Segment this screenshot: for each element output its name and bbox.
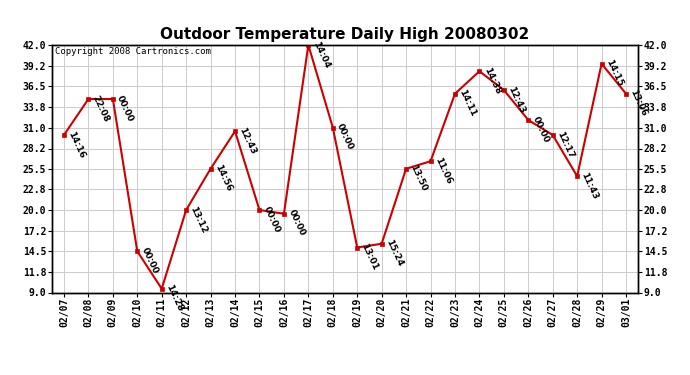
Text: 14:28: 14:28 bbox=[164, 284, 184, 313]
Text: 11:06: 11:06 bbox=[433, 156, 453, 186]
Text: 14:56: 14:56 bbox=[213, 164, 233, 193]
Text: 13:01: 13:01 bbox=[359, 242, 380, 272]
Text: 11:43: 11:43 bbox=[580, 171, 600, 201]
Title: Outdoor Temperature Daily High 20080302: Outdoor Temperature Daily High 20080302 bbox=[160, 27, 530, 42]
Text: 12:17: 12:17 bbox=[555, 130, 575, 159]
Text: 14:04: 14:04 bbox=[310, 40, 331, 69]
Text: 00:00: 00:00 bbox=[286, 209, 306, 238]
Text: 00:00: 00:00 bbox=[262, 205, 282, 234]
Text: 00:00: 00:00 bbox=[335, 122, 355, 152]
Text: 00:00: 00:00 bbox=[140, 246, 160, 275]
Text: 00:00: 00:00 bbox=[115, 94, 135, 123]
Text: 13:06: 13:06 bbox=[629, 88, 649, 118]
Text: 14:38: 14:38 bbox=[482, 66, 502, 96]
Text: 14:16: 14:16 bbox=[66, 130, 87, 159]
Text: 12:43: 12:43 bbox=[506, 85, 526, 114]
Text: Copyright 2008 Cartronics.com: Copyright 2008 Cartronics.com bbox=[55, 48, 210, 57]
Text: 13:12: 13:12 bbox=[188, 205, 209, 234]
Text: 12:43: 12:43 bbox=[237, 126, 258, 156]
Text: 22:08: 22:08 bbox=[91, 94, 111, 123]
Text: 14:11: 14:11 bbox=[457, 88, 477, 118]
Text: 14:15: 14:15 bbox=[604, 58, 624, 88]
Text: 13:50: 13:50 bbox=[408, 164, 428, 193]
Text: 15:24: 15:24 bbox=[384, 238, 404, 268]
Text: 00:00: 00:00 bbox=[531, 115, 551, 144]
